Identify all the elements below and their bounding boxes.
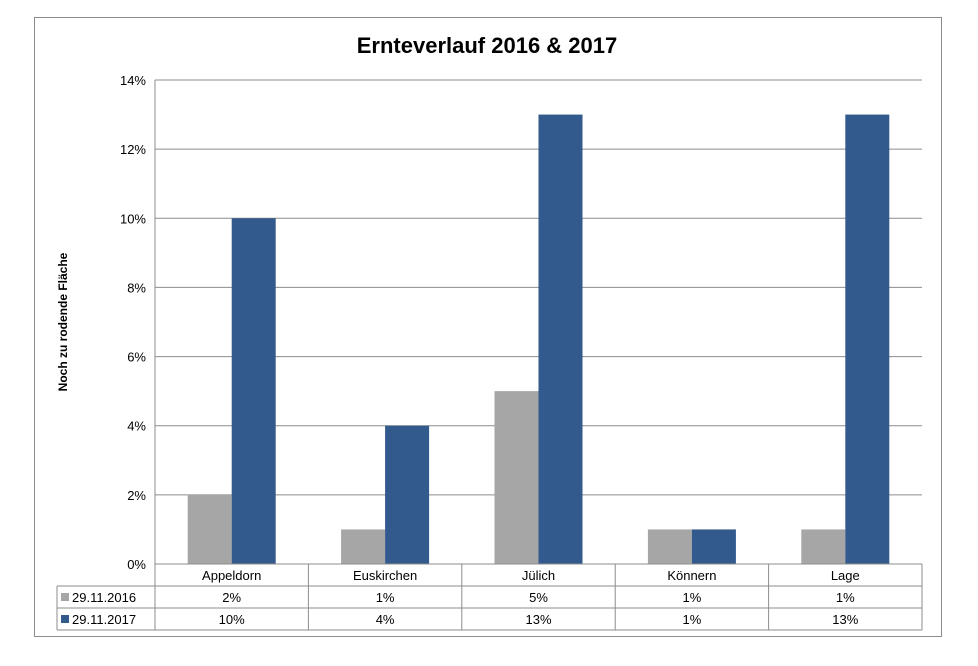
y-axis-label: Noch zu rodende Fläche: [56, 252, 70, 391]
data-label: 1%: [683, 612, 702, 627]
x-tick-label: Euskirchen: [353, 568, 417, 583]
bar-1-2: [341, 529, 386, 564]
bar-2-1: [231, 218, 276, 565]
x-tick-label: Jülich: [522, 568, 555, 583]
bar-1-1: [187, 494, 232, 564]
data-label: 4%: [376, 612, 395, 627]
y-tick-label: 10%: [120, 211, 146, 226]
legend-entry: 29.11.2016: [72, 590, 136, 605]
bar-2-3: [538, 114, 583, 565]
axes: 0% 2% 4% 6% 8% 10% 12% 14%: [120, 73, 156, 572]
data-label: 13%: [832, 612, 858, 627]
y-tick-label: 2%: [127, 488, 146, 503]
legend-swatch: [61, 615, 69, 623]
bar-2-4: [691, 529, 736, 564]
y-tick-label: 6%: [127, 350, 146, 365]
y-tick-label: 4%: [127, 419, 146, 434]
data-label: 10%: [219, 612, 245, 627]
bar-1-4: [647, 529, 692, 564]
bar-1-3: [494, 391, 539, 564]
y-tick-label: 14%: [120, 73, 146, 88]
legend-swatch: [61, 593, 69, 601]
legend-entry: 29.11.2017: [72, 612, 136, 627]
bar-2-5: [845, 114, 890, 565]
bar-2-2: [385, 425, 430, 564]
bars: [187, 114, 890, 565]
x-tick-label: Lage: [831, 568, 860, 583]
data-label: 1%: [836, 590, 855, 605]
bar-1-5: [801, 529, 846, 564]
data-label: 5%: [529, 590, 548, 605]
chart-title: Ernteverlauf 2016 & 2017: [357, 33, 618, 58]
chart-frame: [34, 17, 942, 637]
y-tick-label: 12%: [120, 142, 146, 157]
data-label: 1%: [683, 590, 702, 605]
x-tick-label: Appeldorn: [202, 568, 261, 583]
y-tick-label: 0%: [127, 557, 146, 572]
data-label: 2%: [222, 590, 241, 605]
data-label: 1%: [376, 590, 395, 605]
x-tick-label: Könnern: [667, 568, 716, 583]
data-label: 13%: [525, 612, 551, 627]
data-table: Appeldorn Euskirchen Jülich Könnern Lage 29.1…: [56, 563, 923, 631]
y-tick-label: 8%: [127, 280, 146, 295]
